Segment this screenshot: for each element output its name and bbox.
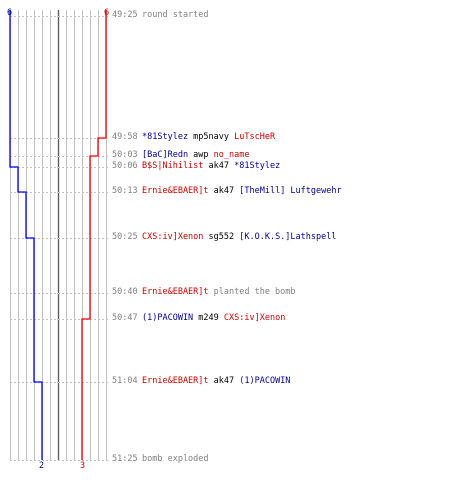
event-time: 50:25 xyxy=(112,232,138,242)
player-name: [TheMill] Luftgewehr xyxy=(239,186,342,196)
weapon-label: sg552 xyxy=(203,232,240,242)
event-row: (1)PACOWIN m249 CXS:iv]Xenon xyxy=(142,313,285,323)
player-name: *81Stylez xyxy=(142,132,189,142)
player-name: Ernie&EBAER]t xyxy=(142,287,209,297)
player-name: LuTscHeR xyxy=(234,132,276,142)
player-name: [K.O.K.S.]Lathspell xyxy=(239,232,337,242)
blue-start-count: 6 xyxy=(7,8,12,18)
event-time: 51:04 xyxy=(112,376,138,386)
event-text: bomb exploded xyxy=(142,454,209,464)
player-name: Ernie&EBAER]t xyxy=(142,186,209,196)
red-end-count: 3 xyxy=(80,461,85,471)
player-name: CXS:iv]Xenon xyxy=(142,232,204,242)
player-name: B$S|Nihilist xyxy=(142,161,204,171)
alive-step-lines xyxy=(9,10,107,460)
event-time: 49:58 xyxy=(112,132,138,142)
event-time: 49:25 xyxy=(112,10,138,20)
event-text: planted the bomb xyxy=(208,287,296,297)
player-name: (1)PACOWIN xyxy=(239,376,291,386)
player-name: *81Stylez xyxy=(234,161,281,171)
player-name: [BaC]Redn xyxy=(142,150,189,160)
weapon-label: ak47 xyxy=(208,186,240,196)
event-time: 50:40 xyxy=(112,287,138,297)
column-gridlines xyxy=(10,10,107,460)
event-row: round started xyxy=(142,10,209,20)
event-row: Ernie&EBAER]t ak47 [TheMill] Luftgewehr xyxy=(142,186,342,196)
event-row: CXS:iv]Xenon sg552 [K.O.K.S.]Lathspell xyxy=(142,232,336,242)
weapon-label: mp5navy xyxy=(188,132,235,142)
event-time: 50:47 xyxy=(112,313,138,323)
event-row: [BaC]Redn awp no_name xyxy=(142,150,249,160)
event-guidelines xyxy=(10,16,110,461)
event-row: bomb exploded xyxy=(142,454,209,464)
weapon-label: m249 xyxy=(193,313,224,323)
weapon-label: awp xyxy=(188,150,214,160)
weapon-label: ak47 xyxy=(203,161,235,171)
player-name: CXS:iv]Xenon xyxy=(223,313,286,323)
event-row: B$S|Nihilist ak47 *81Stylez xyxy=(142,161,280,171)
event-row: *81Stylez mp5navy LuTscHeR xyxy=(142,132,275,142)
player-name: no_name xyxy=(213,150,250,160)
event-row: Ernie&EBAER]t planted the bomb xyxy=(142,287,296,297)
event-time: 50:06 xyxy=(112,161,138,171)
event-text: round started xyxy=(142,10,209,20)
event-time: 51:25 xyxy=(112,454,138,464)
event-time: 50:03 xyxy=(112,150,138,160)
player-name: Ernie&EBAER]t xyxy=(142,376,209,386)
player-name: (1)PACOWIN xyxy=(142,313,194,323)
blue-end-count: 2 xyxy=(39,461,44,471)
weapon-label: ak47 xyxy=(208,376,240,386)
event-row: Ernie&EBAER]t ak47 (1)PACOWIN xyxy=(142,376,290,386)
blue-team-step-line xyxy=(9,10,43,460)
red-team-step-line xyxy=(81,10,107,460)
red-start-count: 6 xyxy=(104,8,109,18)
event-time: 50:13 xyxy=(112,186,138,196)
